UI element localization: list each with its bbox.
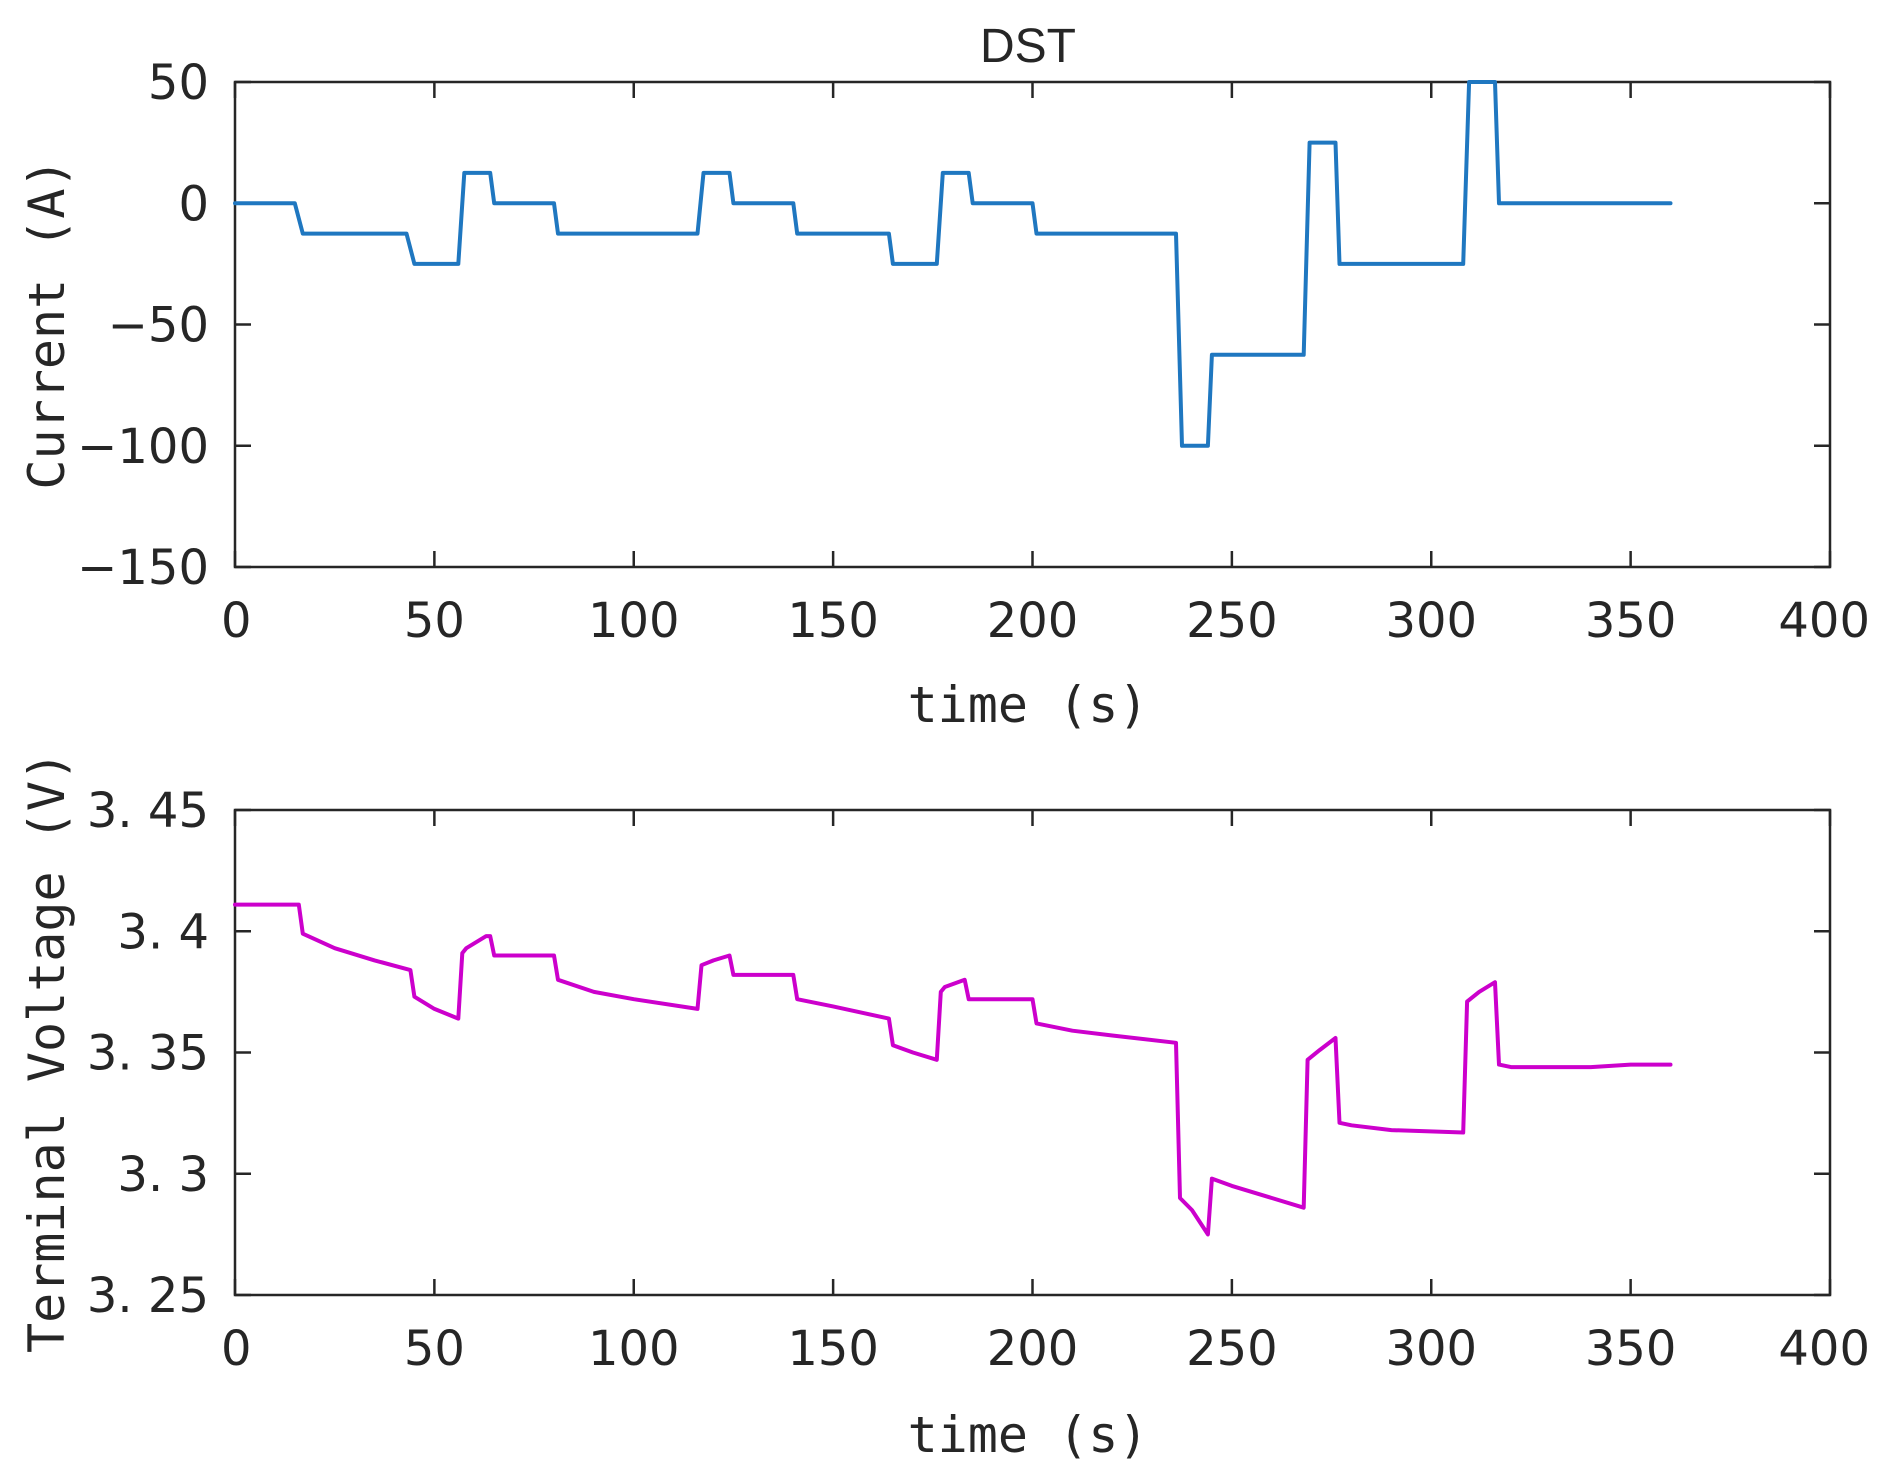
voltage-series-line [233, 902, 1673, 1237]
current-y-axis-label: Current (A) [18, 158, 76, 489]
voltage-x-axis-label: time (s) [908, 1406, 1149, 1464]
voltage-x-tick-labels: 0 50 100 150 200 250 300 350 400 [221, 1321, 1870, 1377]
voltage-y-tick-label: 3. 3 [117, 1147, 209, 1203]
voltage-x-tick-label: 150 [787, 1321, 879, 1377]
voltage-y-tick-label: 3. 35 [87, 1026, 209, 1082]
voltage-x-tick-label: 250 [1186, 1321, 1278, 1377]
current-x-tick-label: 150 [787, 593, 879, 649]
voltage-x-tick-label: 100 [588, 1321, 680, 1377]
current-y-tick-label: −150 [77, 540, 209, 596]
voltage-x-tick-label: 400 [1778, 1321, 1870, 1377]
voltage-x-tick-label: 50 [404, 1321, 465, 1377]
voltage-x-tick-label: 300 [1385, 1321, 1477, 1377]
voltage-y-tick-labels: 3. 25 3. 3 3. 35 3. 4 3. 45 [87, 783, 209, 1324]
current-x-axis-label: time (s) [908, 676, 1149, 734]
current-plot-frame [233, 80, 1832, 569]
voltage-x-tick-label: 0 [221, 1321, 252, 1377]
voltage-x-tick-label: 350 [1585, 1321, 1677, 1377]
voltage-y-tick-label: 3. 25 [87, 1268, 209, 1324]
current-chart: DST 0 50 100 150 200 250 300 350 400 −150 −100 −50… [18, 20, 1870, 734]
current-x-tick-label: 400 [1778, 593, 1870, 649]
current-x-tick-label: 350 [1585, 593, 1677, 649]
current-y-tick-label: 50 [148, 55, 209, 111]
current-y-tick-label: −100 [77, 419, 209, 475]
current-x-tick-label: 0 [221, 593, 252, 649]
current-x-tick-label: 200 [987, 593, 1079, 649]
current-y-tick-label: 0 [178, 176, 209, 232]
current-series-line [233, 80, 1673, 448]
voltage-y-tick-label: 3. 4 [117, 904, 209, 960]
current-x-tick-labels: 0 50 100 150 200 250 300 350 400 [221, 593, 1870, 649]
current-y-tick-label: −50 [108, 298, 209, 354]
voltage-plot-frame [233, 808, 1832, 1297]
current-x-tick-label: 300 [1385, 593, 1477, 649]
voltage-series [233, 902, 1673, 1237]
voltage-y-tick-label: 3. 45 [87, 783, 209, 839]
voltage-ticks [233, 808, 1832, 1297]
voltage-x-tick-label: 200 [987, 1321, 1079, 1377]
current-series [233, 80, 1673, 448]
current-x-tick-label: 250 [1186, 593, 1278, 649]
voltage-chart: 0 50 100 150 200 250 300 350 400 3. 253. 33. 353… [18, 751, 1870, 1464]
voltage-y-axis-label: Terminal Voltage (V) [18, 751, 76, 1353]
current-x-tick-label: 100 [588, 593, 680, 649]
chart-title: DST [980, 20, 1076, 73]
current-y-tick-labels: −150 −100 −50 0 50 [77, 55, 209, 596]
current-x-tick-label: 50 [404, 593, 465, 649]
